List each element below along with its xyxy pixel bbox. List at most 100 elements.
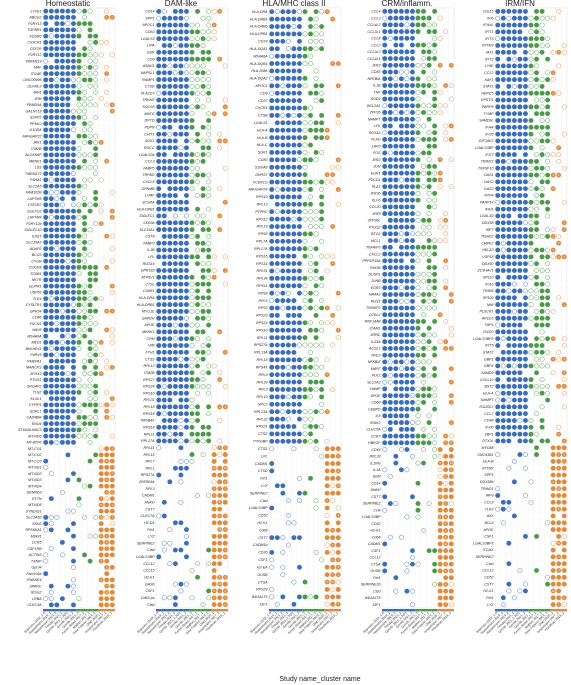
gene-label: MYD88 bbox=[482, 446, 494, 450]
dot-filled bbox=[285, 83, 291, 89]
dot-filled bbox=[404, 440, 410, 446]
dot-filled bbox=[410, 130, 415, 136]
dot-open bbox=[506, 397, 512, 403]
gene-label: PPP1R15A bbox=[362, 259, 381, 263]
dot-open bbox=[87, 389, 93, 395]
dot-filled bbox=[421, 366, 426, 372]
dot-filled bbox=[274, 164, 280, 170]
dot-filled bbox=[561, 581, 567, 587]
dot-filled bbox=[382, 177, 388, 183]
dot-filled bbox=[274, 142, 280, 148]
dot-filled bbox=[398, 292, 404, 297]
dot-rank: 3 bbox=[213, 596, 215, 600]
dot-open bbox=[189, 302, 195, 308]
dot-filled bbox=[393, 393, 399, 399]
dot-filled bbox=[523, 15, 528, 21]
dot-filled bbox=[398, 251, 404, 257]
dot-filled bbox=[297, 268, 302, 274]
dot-filled bbox=[109, 446, 115, 452]
dot-filled bbox=[550, 493, 556, 498]
dot-open bbox=[87, 371, 93, 377]
dot-filled bbox=[104, 464, 110, 470]
dot-filled bbox=[448, 494, 454, 500]
dot-filled bbox=[43, 127, 49, 133]
gene-label: LY6E bbox=[485, 64, 494, 68]
gene-label: TNFAIP2 bbox=[366, 306, 381, 310]
dot-filled bbox=[393, 69, 399, 75]
dot-open bbox=[443, 265, 449, 270]
gene-label: APOE bbox=[483, 528, 495, 532]
gene-label: DUSP1 bbox=[369, 272, 381, 276]
dot-filled bbox=[109, 471, 115, 477]
dot-filled bbox=[517, 118, 523, 123]
dot-filled bbox=[98, 508, 104, 514]
gene-label: PLK2 bbox=[372, 374, 381, 378]
dot-filled bbox=[291, 201, 297, 207]
dot-filled bbox=[534, 104, 539, 110]
dot-filled bbox=[269, 424, 275, 429]
dot-filled bbox=[297, 394, 302, 400]
dot-filled bbox=[109, 602, 115, 608]
dot-open bbox=[167, 595, 173, 601]
dot-open bbox=[448, 96, 454, 102]
dot-filled bbox=[274, 231, 280, 237]
dot-filled bbox=[280, 75, 286, 81]
dot-filled bbox=[269, 105, 275, 111]
column-color-bar bbox=[156, 609, 162, 612]
dot-open bbox=[82, 358, 87, 364]
dot-open bbox=[206, 29, 212, 35]
dot-rank: 5 bbox=[213, 589, 215, 593]
dot-open bbox=[189, 104, 195, 110]
dot-filled bbox=[48, 89, 54, 95]
dot-filled bbox=[109, 514, 115, 520]
dot-filled bbox=[319, 305, 325, 311]
dot-filled bbox=[382, 251, 388, 257]
dot-open bbox=[211, 36, 217, 42]
dot-filled bbox=[211, 499, 217, 505]
dot-filled bbox=[297, 283, 302, 289]
dot-filled bbox=[184, 49, 189, 55]
dot-open bbox=[308, 268, 313, 274]
dot-open bbox=[561, 131, 567, 137]
dot-filled bbox=[195, 8, 200, 14]
dot-filled bbox=[184, 268, 189, 273]
dot-filled bbox=[297, 246, 302, 252]
dot-open bbox=[426, 433, 432, 439]
dot-open bbox=[280, 409, 286, 415]
gene-label: SERPINE2 bbox=[363, 502, 381, 506]
gene-label: SLC2A5b bbox=[26, 516, 41, 520]
dot-open bbox=[415, 89, 421, 95]
dot-open bbox=[178, 145, 184, 151]
dot-open bbox=[398, 69, 404, 75]
dot-filled bbox=[545, 397, 551, 403]
dot-open bbox=[330, 483, 336, 489]
dot-open bbox=[511, 363, 517, 369]
dot-filled bbox=[76, 258, 82, 264]
dot-filled bbox=[500, 418, 506, 423]
dot-filled bbox=[161, 36, 167, 42]
dot-filled bbox=[71, 377, 76, 383]
dot-open bbox=[528, 288, 534, 294]
dot-filled bbox=[184, 527, 189, 533]
dot-filled bbox=[48, 321, 54, 327]
dot-rank: 4 bbox=[112, 503, 114, 507]
dot-filled bbox=[109, 502, 115, 508]
dot-filled bbox=[421, 332, 426, 338]
dot-filled bbox=[539, 165, 545, 171]
dot-filled bbox=[506, 8, 512, 14]
dot-open bbox=[523, 220, 528, 226]
dot-filled bbox=[398, 372, 404, 378]
dot-filled bbox=[382, 278, 388, 284]
dot-filled bbox=[48, 127, 54, 133]
dot-open bbox=[189, 438, 195, 444]
dot-filled bbox=[517, 138, 523, 144]
gene-label: PLAT bbox=[372, 185, 382, 189]
dot-filled bbox=[393, 130, 399, 136]
dot-filled bbox=[54, 271, 60, 277]
dot-open bbox=[189, 295, 195, 301]
dot-filled bbox=[561, 595, 567, 601]
dot-filled bbox=[448, 521, 454, 527]
dot-filled bbox=[382, 190, 388, 196]
dot-filled bbox=[54, 421, 60, 427]
dot-open bbox=[398, 298, 404, 304]
